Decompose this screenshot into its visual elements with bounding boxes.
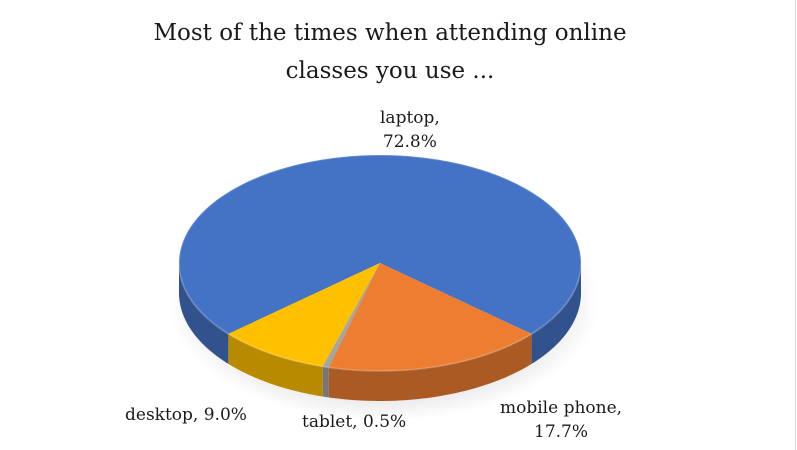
data-label-laptop-value: 72.8% [380,130,440,154]
data-label-desktop-name: desktop, 9.0% [125,403,247,427]
data-label-desktop: desktop, 9.0% [125,403,247,427]
data-label-tablet: tablet, 0.5% [302,410,406,434]
data-label-tablet-name: tablet, 0.5% [302,410,406,434]
data-label-laptop: laptop, 72.8% [380,106,440,154]
pie-layer [169,155,599,421]
chart-title: Most of the times when attending online … [120,14,660,90]
data-label-mobile-phone-value: 17.7% [500,420,622,444]
data-label-mobile-phone-name: mobile phone, [500,396,622,420]
data-label-laptop-name: laptop, [380,106,440,130]
pie-side-tablet [323,367,329,398]
data-label-mobile-phone: mobile phone, 17.7% [500,396,622,444]
